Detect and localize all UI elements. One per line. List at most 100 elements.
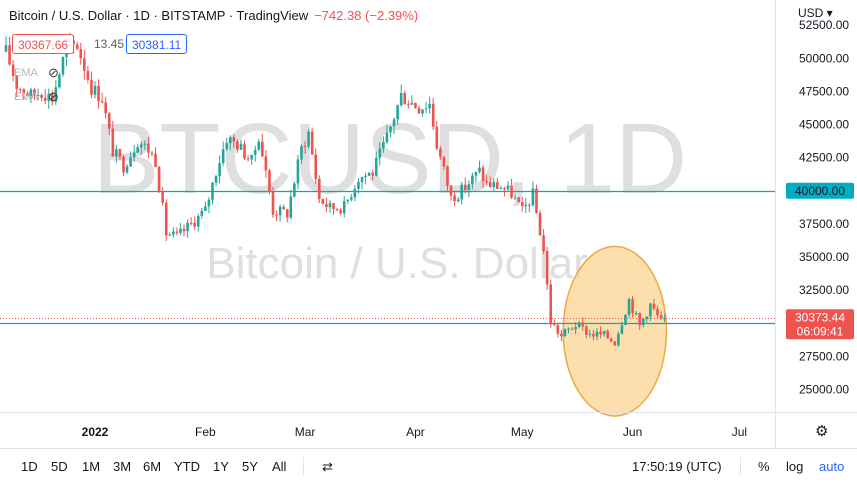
percent-toggle[interactable]: % [758, 459, 770, 474]
candle[interactable] [649, 302, 652, 322]
candle[interactable] [268, 168, 271, 195]
candle[interactable] [26, 90, 29, 97]
candle[interactable] [207, 196, 211, 214]
candle[interactable] [382, 136, 385, 153]
candle[interactable] [374, 151, 378, 177]
timeframe-all[interactable]: All [272, 459, 287, 474]
ask-price[interactable]: 30381.11 [126, 34, 188, 54]
candle[interactable] [122, 154, 125, 176]
candle[interactable] [638, 312, 642, 330]
candle[interactable] [278, 204, 282, 222]
candle[interactable] [513, 193, 517, 201]
candle[interactable] [431, 98, 435, 131]
candle[interactable] [385, 124, 389, 145]
candle[interactable] [11, 59, 15, 82]
candle[interactable] [656, 305, 659, 320]
candle[interactable] [367, 172, 371, 177]
candle[interactable] [524, 197, 528, 214]
candle[interactable] [150, 151, 154, 157]
candle[interactable] [139, 141, 143, 155]
candle[interactable] [58, 72, 61, 89]
candle[interactable] [303, 140, 307, 154]
candle[interactable] [107, 111, 111, 136]
candle[interactable] [289, 189, 293, 220]
candle[interactable] [428, 96, 431, 114]
timeframe-1d[interactable]: 1D [21, 459, 38, 474]
candle[interactable] [328, 200, 332, 213]
candle[interactable] [100, 92, 104, 104]
candle[interactable] [506, 181, 510, 191]
log-toggle[interactable]: log [786, 459, 804, 474]
candle[interactable] [264, 150, 268, 178]
candle[interactable] [136, 144, 140, 154]
candle[interactable] [357, 177, 360, 194]
candle[interactable] [563, 328, 567, 337]
candle[interactable] [93, 81, 97, 99]
timeframe-3m[interactable]: 3M [113, 459, 132, 474]
candle[interactable] [342, 195, 346, 218]
candle[interactable] [317, 175, 321, 204]
candle[interactable] [595, 327, 599, 341]
candle[interactable] [449, 184, 453, 201]
eye-crossed-icon[interactable]: ⊘ [48, 89, 59, 104]
timeframe-6m[interactable]: 6M [143, 459, 162, 474]
candle[interactable] [225, 138, 229, 151]
candle[interactable] [204, 201, 207, 212]
candle[interactable] [556, 322, 560, 338]
candle[interactable] [50, 90, 54, 106]
candle[interactable] [314, 148, 318, 185]
candle[interactable] [396, 104, 399, 125]
candle[interactable] [111, 120, 115, 157]
candle[interactable] [61, 56, 65, 77]
candle[interactable] [531, 181, 535, 207]
candle[interactable] [424, 101, 428, 113]
candle[interactable] [485, 174, 488, 185]
candle[interactable] [456, 196, 460, 203]
candle[interactable] [617, 331, 620, 348]
timeframe-5d[interactable]: 5D [51, 459, 68, 474]
candle[interactable] [40, 93, 43, 102]
candle[interactable] [581, 317, 585, 331]
candle[interactable] [545, 247, 549, 290]
candle[interactable] [296, 155, 300, 190]
candle[interactable] [463, 177, 467, 194]
symbol-title[interactable]: Bitcoin / U.S. Dollar · 1D · BITSTAMP · … [9, 8, 309, 23]
candle[interactable] [129, 151, 132, 168]
candle[interactable] [620, 321, 624, 335]
candle[interactable] [310, 127, 314, 156]
candle[interactable] [164, 199, 168, 242]
candle[interactable] [542, 229, 545, 255]
candle[interactable] [663, 313, 666, 323]
utc-clock[interactable]: 17:50:19 (UTC) [632, 459, 722, 474]
candle[interactable] [221, 141, 225, 166]
candle[interactable] [218, 155, 221, 184]
candle[interactable] [634, 310, 638, 316]
candle[interactable] [325, 197, 328, 213]
candle[interactable] [243, 140, 246, 161]
candle[interactable] [115, 145, 118, 163]
gear-icon[interactable]: ⚙ [815, 423, 829, 440]
candle[interactable] [577, 320, 581, 329]
candle[interactable] [467, 180, 471, 198]
eye-crossed-icon[interactable]: ⊘ [48, 65, 59, 80]
candle[interactable] [97, 79, 100, 109]
candle[interactable] [232, 134, 236, 148]
candle[interactable] [15, 74, 18, 98]
candle[interactable] [496, 177, 499, 190]
candle[interactable] [392, 117, 396, 134]
chart-area[interactable]: BTCUSD, 1D Bitcoin / U.S. Dollar 25000.0… [0, 0, 857, 448]
candle[interactable] [371, 169, 374, 181]
candle[interactable] [175, 227, 179, 236]
currency-select[interactable]: USD ▾ [798, 6, 833, 20]
candle[interactable] [179, 223, 182, 236]
candle[interactable] [346, 199, 350, 205]
candle[interactable] [143, 140, 147, 151]
candle[interactable] [492, 178, 496, 192]
candle[interactable] [599, 326, 602, 339]
candle[interactable] [172, 227, 175, 238]
candle[interactable] [474, 171, 478, 183]
candle[interactable] [460, 181, 464, 205]
candle[interactable] [22, 88, 26, 100]
candle[interactable] [652, 298, 656, 311]
candle[interactable] [282, 204, 285, 210]
